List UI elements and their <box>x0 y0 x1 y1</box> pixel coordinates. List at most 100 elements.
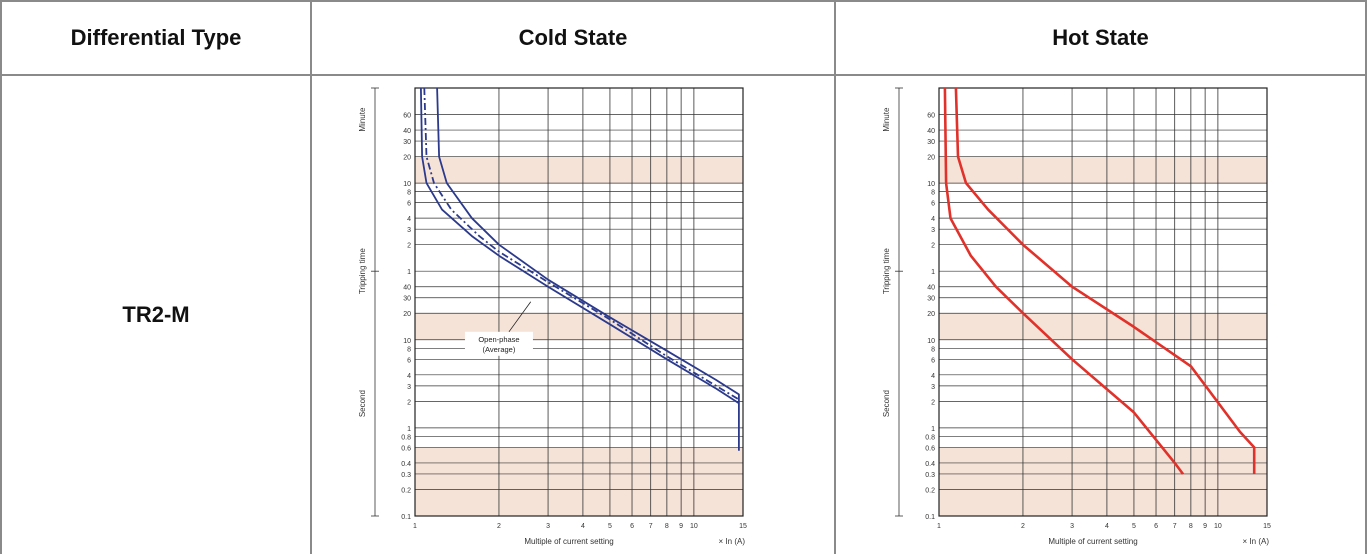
x-tick-7: 8 <box>665 523 669 530</box>
x-tick-3: 4 <box>581 523 585 530</box>
row-label-tr2-m: TR2-M <box>122 302 190 327</box>
grid-band-2 <box>939 447 1267 516</box>
y-tick-second-3: 20 <box>927 311 935 318</box>
y-tick-second-10: 1 <box>407 426 411 433</box>
x-tick-4: 5 <box>608 523 612 530</box>
x-axis-unit: × In (A) <box>1243 537 1270 546</box>
y-tick-minute-0: 60 <box>403 113 411 120</box>
y-tick-second-2: 30 <box>403 296 411 303</box>
grid-band-0 <box>415 156 743 184</box>
x-tick-2: 3 <box>1070 523 1074 530</box>
y-tick-minute-9: 2 <box>407 243 411 250</box>
series-line-0 <box>420 87 740 405</box>
x-tick-10: 15 <box>739 523 747 530</box>
y-tick-second-6: 6 <box>931 357 935 364</box>
y-tick-minute-1: 40 <box>403 128 411 135</box>
x-tick-6: 7 <box>1173 523 1177 530</box>
y-axis-label: Tripping time <box>358 248 367 294</box>
header-divider <box>0 74 1367 76</box>
y-tick-second-5: 8 <box>931 346 935 353</box>
header-differential-type: Differential Type <box>70 25 242 50</box>
table-border-right <box>1365 0 1367 554</box>
x-tick-7: 8 <box>1189 523 1193 530</box>
y-axis-label: Tripping time <box>882 248 891 294</box>
y-tick-minute-3: 20 <box>403 155 411 162</box>
series-line-2 <box>423 87 740 401</box>
x-tick-10: 15 <box>1263 523 1271 530</box>
y-group-second: Second <box>358 390 367 417</box>
column-divider-2 <box>834 0 836 554</box>
y-tick-second-3: 20 <box>403 311 411 318</box>
y-group-minute: Minute <box>882 107 891 132</box>
y-tick-minute-7: 4 <box>407 216 411 223</box>
y-tick-second-16: 0.1 <box>925 514 935 521</box>
series-line-1 <box>954 87 1256 474</box>
y-tick-second-6: 6 <box>407 357 411 364</box>
y-tick-minute-3: 20 <box>927 155 935 162</box>
annotation-line-1: (Average) <box>483 345 516 354</box>
x-tick-9: 10 <box>1214 523 1222 530</box>
y-tick-minute-8: 3 <box>931 227 935 234</box>
y-tick-minute-9: 2 <box>931 243 935 250</box>
y-tick-minute-6: 6 <box>407 201 411 208</box>
y-tick-second-12: 0.6 <box>925 445 935 452</box>
y-tick-minute-5: 8 <box>931 190 935 197</box>
x-tick-1: 2 <box>497 523 501 530</box>
y-group-minute: Minute <box>358 107 367 132</box>
y-tick-minute-1: 40 <box>927 128 935 135</box>
x-tick-2: 3 <box>546 523 550 530</box>
plot-frame <box>938 87 1268 517</box>
y-tick-second-8: 3 <box>931 384 935 391</box>
y-tick-minute-6: 6 <box>931 201 935 208</box>
cold-state-chart: 6040302010864321403020108643210.80.60.40… <box>358 87 747 546</box>
grid-band-2 <box>415 447 743 516</box>
x-axis-unit: × In (A) <box>719 537 746 546</box>
grid-band-1 <box>939 313 1267 340</box>
y-tick-minute-0: 60 <box>927 113 935 120</box>
table-border-left <box>0 0 2 554</box>
annotation-bg <box>464 331 533 356</box>
table-border-top <box>0 0 1367 2</box>
y-tick-second-5: 8 <box>407 346 411 353</box>
y-tick-minute-7: 4 <box>931 216 935 223</box>
y-group-second: Second <box>882 390 891 417</box>
y-tick-second-14: 0.3 <box>401 472 411 479</box>
y-tick-second-1: 40 <box>403 285 411 292</box>
y-tick-minute-4: 10 <box>403 181 411 188</box>
y-tick-second-11: 0.8 <box>401 434 411 441</box>
y-tick-minute-10: 1 <box>407 269 411 276</box>
x-tick-3: 4 <box>1105 523 1109 530</box>
y-tick-second-9: 2 <box>407 399 411 406</box>
annotation-leader <box>508 301 532 333</box>
series-line-0 <box>943 87 1185 475</box>
y-tick-second-2: 30 <box>927 296 935 303</box>
y-tick-second-15: 0.2 <box>401 487 411 494</box>
y-tick-second-10: 1 <box>931 426 935 433</box>
annotation-line-0: Open-phase <box>478 335 519 344</box>
x-tick-8: 9 <box>1203 523 1207 530</box>
grid-band-0 <box>939 156 1267 184</box>
column-divider-1 <box>310 0 312 554</box>
series-line-1 <box>436 87 740 451</box>
y-tick-second-14: 0.3 <box>925 472 935 479</box>
x-tick-5: 6 <box>1154 523 1158 530</box>
hot-state-chart: 6040302010864321403020108643210.80.60.40… <box>882 87 1271 546</box>
x-tick-0: 1 <box>413 523 417 530</box>
y-tick-minute-2: 30 <box>403 139 411 146</box>
y-tick-second-11: 0.8 <box>925 434 935 441</box>
x-tick-1: 2 <box>1021 523 1025 530</box>
y-tick-minute-8: 3 <box>407 227 411 234</box>
y-tick-second-4: 10 <box>403 338 411 345</box>
plot-frame <box>414 87 744 517</box>
y-tick-second-13: 0.4 <box>401 461 411 468</box>
y-tick-second-4: 10 <box>927 338 935 345</box>
x-tick-4: 5 <box>1132 523 1136 530</box>
x-tick-0: 1 <box>937 523 941 530</box>
y-tick-second-12: 0.6 <box>401 445 411 452</box>
y-tick-minute-5: 8 <box>407 190 411 197</box>
x-axis-label: Multiple of current setting <box>524 537 613 546</box>
y-tick-second-8: 3 <box>407 384 411 391</box>
y-tick-minute-4: 10 <box>927 181 935 188</box>
y-tick-minute-10: 1 <box>931 269 935 276</box>
